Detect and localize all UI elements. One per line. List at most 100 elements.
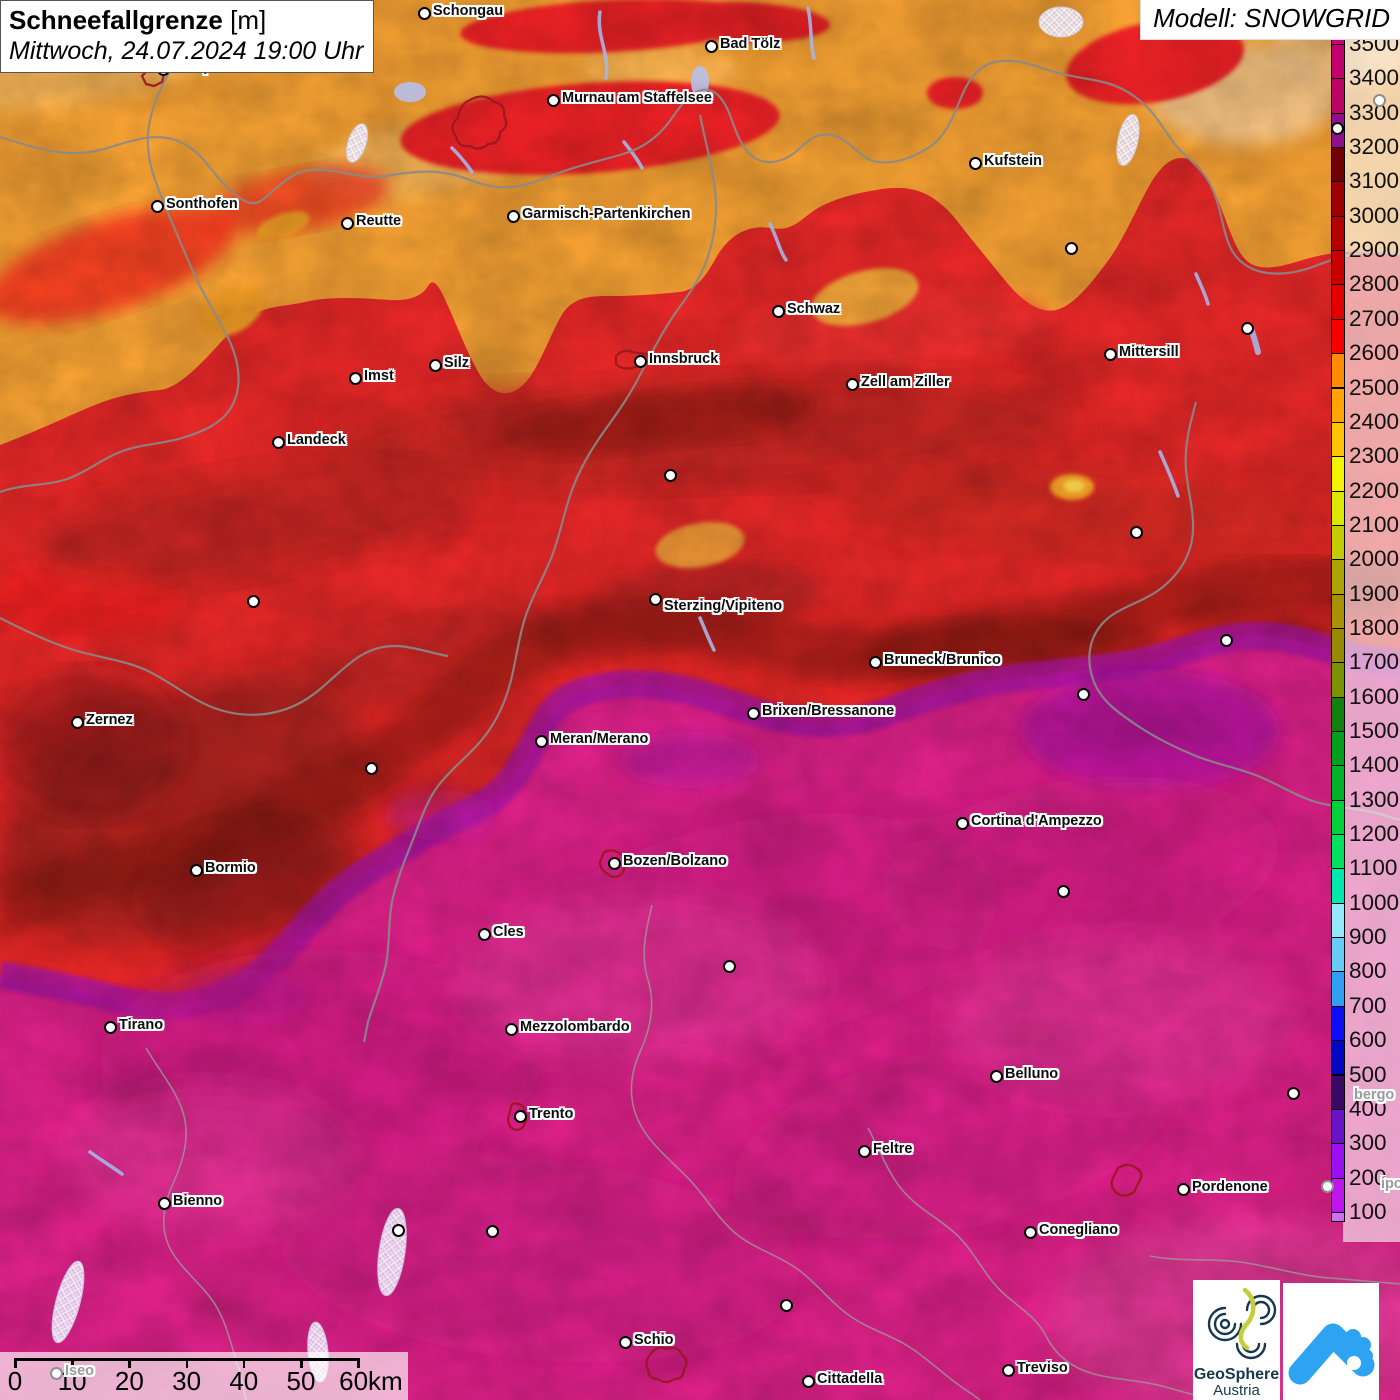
scale-tick: [185, 1358, 189, 1368]
city-label: Iseo: [65, 1363, 95, 1379]
geosphere-logo-text: GeoSphere: [1193, 1366, 1280, 1383]
city-label: Pordenone: [1192, 1179, 1268, 1195]
colorbar-backdrop: [1343, 36, 1400, 1242]
city-dot: [546, 93, 560, 107]
city-dot: [1240, 321, 1254, 335]
city-label: Belluno: [1005, 1066, 1059, 1082]
colorbar-tick-label: 500: [1349, 1061, 1387, 1087]
city-label: Cittadella: [817, 1371, 883, 1387]
city-dot: [534, 734, 548, 748]
city-label: Zell am Ziller: [861, 374, 950, 390]
colorbar-cell: [1331, 1143, 1345, 1179]
city-dot: [70, 715, 84, 729]
city-label: Mezzolombardo: [520, 1019, 630, 1035]
colorbar-cell: [1331, 627, 1345, 664]
city-dot: [633, 354, 647, 368]
colorbar-cell: [1331, 250, 1345, 286]
colorbar-tick-label: 600: [1349, 1027, 1387, 1053]
model-label-box: Modell: SNOWGRID: [1140, 0, 1400, 40]
city-dot: [364, 761, 378, 775]
scale-tick: [242, 1358, 246, 1368]
scale-tick: [300, 1358, 303, 1368]
city-label: Garmisch-Partenkirchen: [522, 206, 691, 222]
city-label: Bruneck/Brunico: [884, 652, 1001, 668]
geosphere-logo-box: GeoSphere Austria: [1193, 1280, 1280, 1400]
colorbar-cell: [1331, 1108, 1345, 1145]
colorbar-cell: [1331, 765, 1345, 801]
colorbar-tick-label: 1000: [1349, 889, 1400, 915]
city-dot: [477, 927, 491, 941]
map-title-box: Schneefallgrenze [m] Mittwoch, 24.07.202…: [0, 0, 375, 73]
colorbar-cell: [1331, 1040, 1345, 1076]
colorbar-tick-label: 2200: [1349, 477, 1400, 503]
city-dot: [1330, 121, 1344, 135]
colorbar-tick-label: 200: [1349, 1164, 1387, 1190]
colorbar-cell: [1331, 971, 1345, 1007]
colorbar-tick-label: 3000: [1349, 202, 1400, 228]
city-label: Treviso: [1017, 1360, 1068, 1376]
colorbar-tick-label: 2000: [1349, 546, 1400, 572]
scale-tick-label: 10: [57, 1366, 87, 1396]
city-label: Silz: [444, 355, 469, 371]
city-dot: [746, 706, 760, 720]
city-dot: [485, 1224, 499, 1238]
colorbar-cell: [1331, 559, 1345, 595]
city-dot: [157, 1196, 171, 1210]
city-label: Tirano: [119, 1017, 164, 1033]
colorbar-cell: [1331, 456, 1345, 492]
city-dot: [801, 1374, 815, 1388]
city-dot: [618, 1335, 632, 1349]
city-dot: [1129, 525, 1143, 539]
city-dot: [1023, 1225, 1037, 1239]
region-border-lines: [145, 904, 1400, 1400]
city-dot: [103, 1020, 117, 1034]
city-label: Zernez: [86, 712, 133, 728]
city-dot: [1056, 884, 1070, 898]
city-dot: [771, 304, 785, 318]
city-label: Landeck: [287, 432, 346, 448]
colorbar-cell: [1331, 1211, 1345, 1222]
city-label: Feltre: [873, 1141, 913, 1157]
city-dot: [340, 216, 354, 230]
colorbar-cell: [1331, 731, 1345, 767]
city-dot: [504, 1022, 518, 1036]
colorbar-tick-label: 700: [1349, 992, 1387, 1018]
city-dot: [348, 371, 362, 385]
city-label: Schwaz: [787, 301, 841, 317]
city-label: bergo: [1354, 1087, 1395, 1103]
colorbar-cell: [1331, 1005, 1345, 1042]
colorbar-cell: [1331, 215, 1345, 252]
city-label: Bozen/Bolzano: [623, 853, 727, 869]
colorbar-cell: [1331, 524, 1345, 561]
geosphere-logo-icon: [1207, 1287, 1277, 1360]
scale-tick: [128, 1358, 131, 1368]
colorbar-tick-label: 2800: [1349, 271, 1400, 297]
city-label: Murnau am Staffelsee: [562, 90, 712, 106]
colorbar-cell: [1331, 44, 1345, 80]
scale-tick-label: 40: [229, 1366, 259, 1396]
city-label: Reutte: [356, 213, 402, 229]
city-dot: [271, 435, 285, 449]
city-label: Bormio: [205, 860, 256, 876]
colorbar-cell: [1331, 868, 1345, 904]
city-dot: [1320, 1179, 1334, 1193]
colorbar-cell: [1331, 1074, 1345, 1110]
city-label: Kufstein: [984, 153, 1042, 169]
geosphere-logo-subtext: Austria: [1213, 1382, 1260, 1399]
scale-tick-label: 50: [286, 1366, 316, 1396]
border-lines: [0, 59, 1400, 1043]
colorbar-cell: [1331, 318, 1345, 355]
city-dot: [49, 1366, 63, 1380]
city-dot: [506, 209, 520, 223]
scale-tick-label: 0: [7, 1366, 23, 1396]
city-label: Imst: [364, 368, 394, 384]
city-dot: [663, 468, 677, 482]
colorbar-cell: [1331, 147, 1345, 183]
colorbar-cell: [1331, 902, 1345, 939]
city-dot: [1076, 687, 1090, 701]
colorbar-tick-label: 1600: [1349, 683, 1400, 709]
title-datetime: Mittwoch, 24.07.2024 19:00 Uhr: [9, 37, 364, 65]
colorbar-tick-label: 2300: [1349, 443, 1400, 469]
